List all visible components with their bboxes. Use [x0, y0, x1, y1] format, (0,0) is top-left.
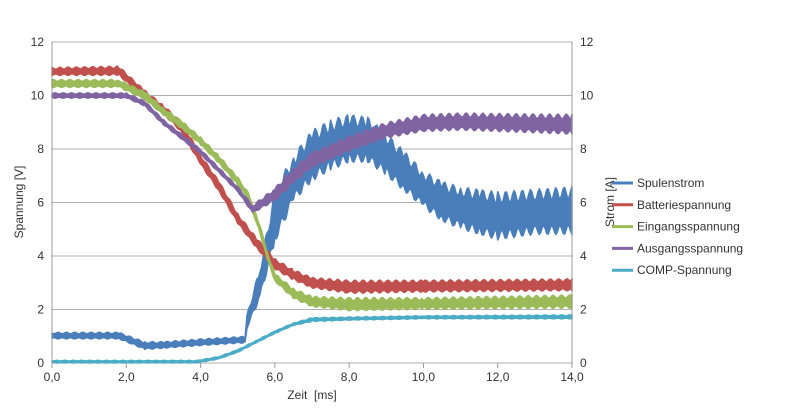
- y2-axis-title: Strom [A]: [603, 177, 617, 227]
- x-tick-label: 12,0: [486, 370, 510, 384]
- x-tick-label: 2,0: [118, 370, 135, 384]
- y2-tick-label: 6: [580, 196, 587, 210]
- y-tick-label: 12: [31, 35, 45, 49]
- y-tick-label: 4: [37, 249, 44, 263]
- legend-label: Ausgangsspannung: [637, 241, 743, 255]
- y-tick-label: 8: [37, 142, 44, 156]
- x-tick-label: 14,0: [560, 370, 584, 384]
- legend-label: COMP-Spannung: [637, 263, 732, 277]
- y2-tick-label: 10: [580, 89, 594, 103]
- legend-label: Batteriespannung: [637, 198, 731, 212]
- y2-tick-label: 2: [580, 303, 587, 317]
- y2-tick-label: 0: [580, 356, 587, 370]
- series-eingangsspannung-band: [51, 78, 573, 312]
- x-tick-label: 4,0: [192, 370, 209, 384]
- x-tick-label: 0,0: [44, 370, 61, 384]
- y2-tick-label: 4: [580, 249, 587, 263]
- y-tick-label: 6: [37, 196, 44, 210]
- x-tick-label: 10,0: [412, 370, 436, 384]
- x-tick-label: 6,0: [267, 370, 284, 384]
- y-axis-title: Spannung [V]: [12, 166, 26, 239]
- y-tick-label: 2: [37, 303, 44, 317]
- y-tick-label: 10: [31, 89, 45, 103]
- y2-tick-label: 8: [580, 142, 587, 156]
- y2-tick-label: 12: [580, 35, 594, 49]
- x-axis-title: Zeit [ms]: [287, 388, 336, 402]
- legend-label: Eingangsspannung: [637, 220, 740, 234]
- legend-label: Spulenstrom: [637, 176, 704, 190]
- legend: Spulenstrom Batteriespannung Eingangsspann…: [612, 176, 743, 277]
- x-tick-label: 8,0: [341, 370, 358, 384]
- series-spulenstrom-band: [51, 114, 573, 351]
- y-tick-label: 0: [37, 356, 44, 370]
- series-batteriespannung-band: [51, 65, 573, 295]
